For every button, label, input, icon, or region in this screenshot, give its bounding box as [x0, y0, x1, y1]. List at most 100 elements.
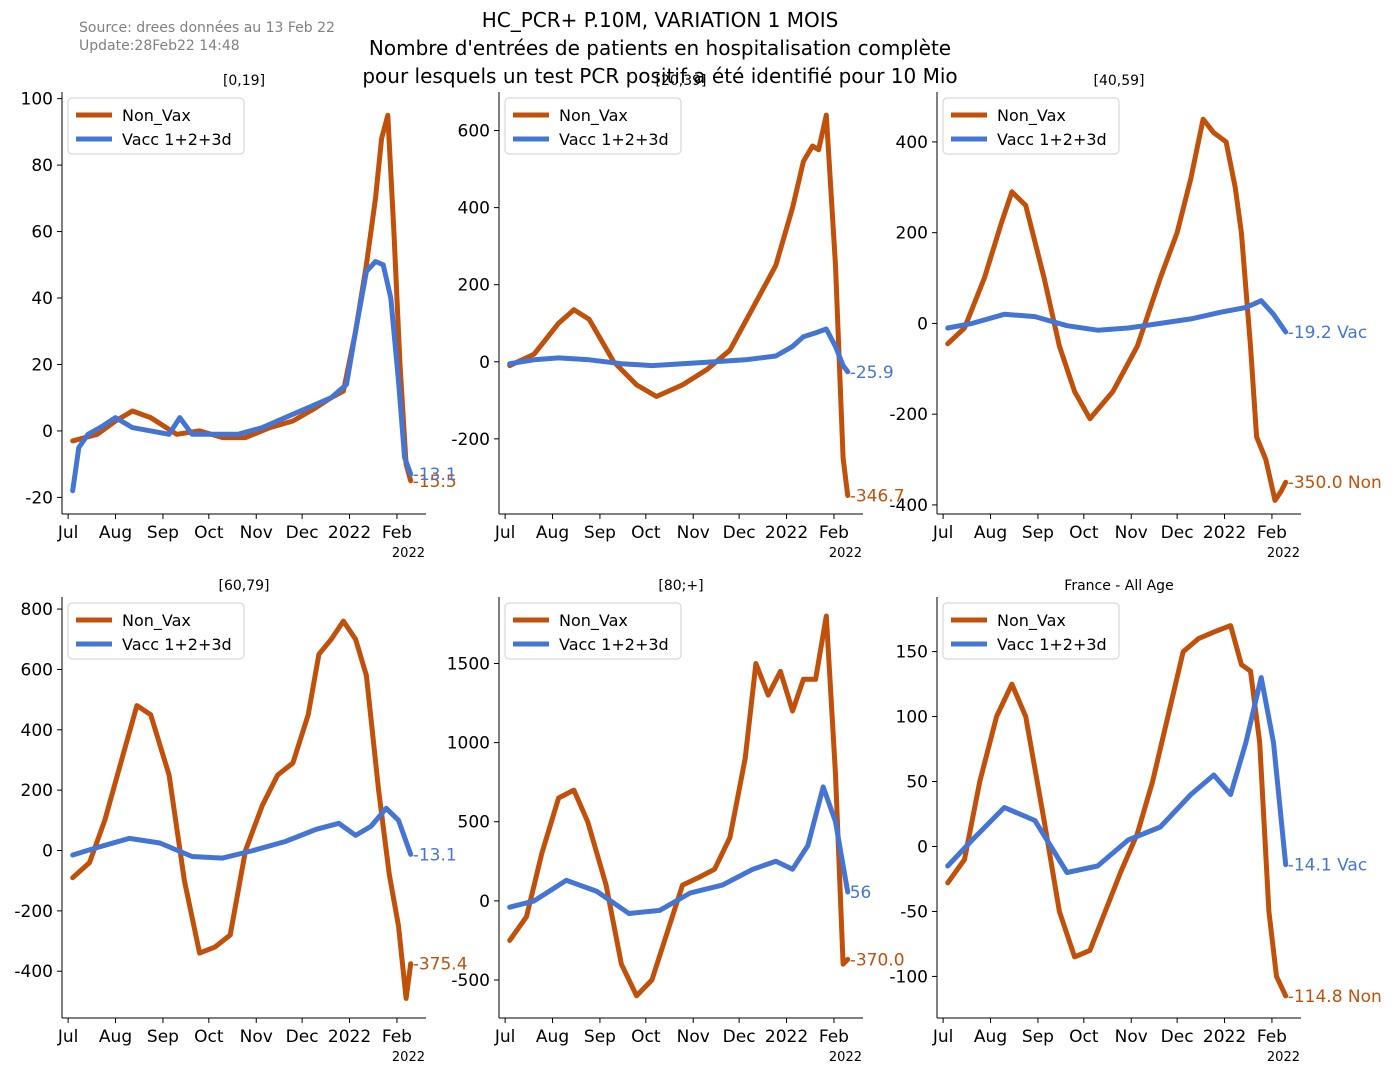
series-line-non-vax	[507, 613, 851, 999]
x-tick-label: Jul	[57, 523, 79, 543]
x-tick-label: Feb	[1257, 523, 1287, 543]
legend-label-vacc: Vacc 1+2+3d	[559, 130, 669, 149]
x-tick-label: 2022	[1203, 1027, 1246, 1047]
end-label-vacc: 56	[850, 883, 872, 903]
x-tick-label: Oct	[194, 523, 224, 543]
end-label-vacc: -25.9	[850, 363, 894, 383]
y-tick-label: -400	[14, 962, 53, 982]
x-tick-label: Feb	[382, 523, 412, 543]
x-tick-label: Aug	[536, 1027, 569, 1047]
legend-label-vacc: Vacc 1+2+3d	[122, 130, 232, 149]
y-tick-label: 400	[21, 721, 53, 741]
x-tick-label: Oct	[1069, 523, 1099, 543]
x-tick-label: Nov	[677, 1027, 710, 1047]
panel-title: France - All Age	[1064, 578, 1173, 594]
x-tick-label: Jul	[57, 1027, 79, 1047]
x-year-label: 2022	[1267, 1050, 1300, 1065]
y-tick-label: 600	[458, 122, 490, 142]
y-tick-label: 200	[21, 781, 53, 801]
end-label-vacc: -19.2 Vac	[1288, 323, 1367, 343]
x-tick-label: Sep	[1022, 523, 1054, 543]
x-tick-label: Oct	[631, 1027, 661, 1047]
x-tick-label: Dec	[723, 1027, 756, 1047]
legend-label-non-vax: Non_Vax	[997, 106, 1066, 126]
panel-title: [60,79]	[218, 578, 269, 594]
legend-label-vacc: Vacc 1+2+3d	[997, 635, 1107, 654]
y-tick-label: -500	[451, 971, 490, 991]
y-tick-label: 200	[896, 224, 928, 244]
x-tick-label: 2022	[765, 1027, 808, 1047]
y-tick-label: 20	[31, 355, 53, 375]
legend-label-non-vax: Non_Vax	[559, 611, 628, 631]
figure-title-line-2: Nombre d'entrées de patients en hospital…	[368, 36, 952, 60]
legend-label-non-vax: Non_Vax	[997, 611, 1066, 631]
legend-label-non-vax: Non_Vax	[122, 106, 191, 126]
x-tick-label: Jul	[494, 1027, 516, 1047]
x-tick-label: Aug	[974, 1027, 1007, 1047]
x-tick-label: Aug	[536, 523, 569, 543]
y-tick-label: 0	[917, 837, 928, 857]
x-tick-label: 2022	[765, 523, 808, 543]
y-tick-label: 150	[896, 643, 928, 663]
y-tick-label: 1500	[447, 654, 490, 674]
y-tick-label: 60	[31, 223, 53, 243]
x-year-label: 2022	[829, 1050, 862, 1065]
panel-title: [20,39]	[655, 73, 706, 89]
legend-label-vacc: Vacc 1+2+3d	[997, 130, 1107, 149]
y-tick-label: 200	[458, 276, 490, 296]
legend-label-vacc: Vacc 1+2+3d	[122, 635, 232, 654]
x-tick-label: Nov	[677, 523, 710, 543]
x-tick-label: Feb	[1257, 1027, 1287, 1047]
update-note: Update:28Feb22 14:48	[79, 38, 240, 54]
y-tick-label: 0	[42, 842, 53, 862]
y-tick-label: 1000	[447, 734, 490, 754]
x-tick-label: Aug	[974, 523, 1007, 543]
y-tick-label: -200	[14, 902, 53, 922]
panel-title: [40,59]	[1093, 73, 1144, 89]
x-tick-label: Sep	[584, 1027, 616, 1047]
x-tick-label: Sep	[584, 523, 616, 543]
x-tick-label: Sep	[1022, 1027, 1054, 1047]
x-tick-label: Oct	[1069, 1027, 1099, 1047]
x-tick-label: Sep	[147, 1027, 179, 1047]
y-tick-label: 100	[896, 708, 928, 728]
x-tick-label: Oct	[631, 523, 661, 543]
series-line-non-vax	[507, 112, 851, 498]
end-label-non-vax: -375.4	[413, 955, 468, 975]
y-tick-label: 40	[31, 289, 53, 309]
series-line-non-vax	[945, 116, 1289, 503]
y-tick-label: 0	[917, 314, 928, 334]
series-line-vacc	[507, 784, 851, 916]
series-line-vacc	[70, 805, 414, 861]
end-label-non-vax: -346.7	[850, 487, 905, 507]
x-tick-label: Dec	[1161, 1027, 1194, 1047]
series-line-vacc	[945, 298, 1289, 335]
end-label-vacc: -14.1 Vac	[1288, 856, 1367, 876]
y-tick-label: 100	[21, 90, 53, 110]
x-tick-label: Nov	[240, 1027, 273, 1047]
y-tick-label: 600	[21, 660, 53, 680]
y-tick-label: 500	[458, 813, 490, 833]
legend-label-non-vax: Non_Vax	[559, 106, 628, 126]
y-tick-label: -100	[889, 967, 928, 987]
x-tick-label: Nov	[240, 523, 273, 543]
x-tick-label: Feb	[819, 1027, 849, 1047]
x-tick-label: Feb	[382, 1027, 412, 1047]
y-tick-label: -50	[900, 902, 928, 922]
x-tick-label: 2022	[328, 523, 371, 543]
series-line-non-vax	[945, 623, 1289, 999]
x-tick-label: 2022	[1203, 523, 1246, 543]
x-tick-label: Jul	[932, 1027, 954, 1047]
y-tick-label: 50	[906, 773, 928, 793]
panel-title: [0,19]	[223, 73, 265, 89]
x-tick-label: Dec	[1161, 523, 1194, 543]
y-tick-label: 400	[896, 133, 928, 153]
end-label-vacc: -13.1	[413, 845, 457, 865]
legend-label-non-vax: Non_Vax	[122, 611, 191, 631]
x-year-label: 2022	[1267, 546, 1300, 561]
y-tick-label: -20	[25, 488, 53, 508]
series-line-vacc	[70, 259, 414, 494]
panel-title: [80;+]	[658, 578, 703, 594]
y-tick-label: 400	[458, 199, 490, 219]
